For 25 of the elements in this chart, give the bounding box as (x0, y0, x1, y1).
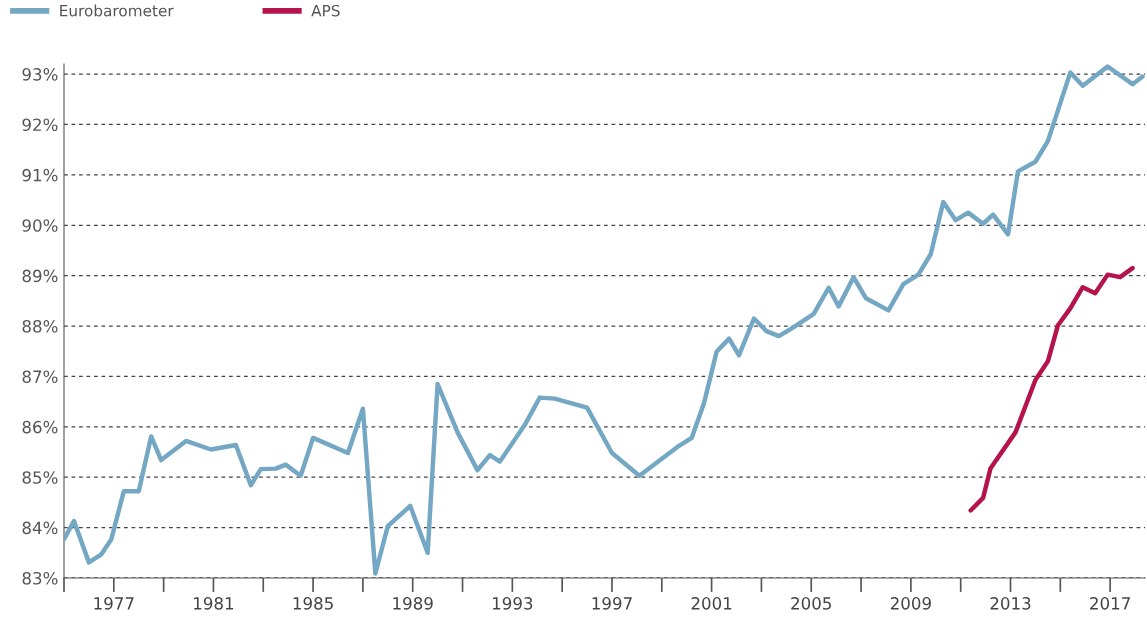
x-tick-label: 2009 (890, 597, 931, 610)
legend-label: Eurobarometer (60, 4, 174, 17)
y-tick-label: 86% (22, 420, 58, 434)
x-tick-label: 2001 (691, 597, 732, 610)
y-tick-label: 84% (22, 521, 58, 535)
y-tick-label: 91% (22, 168, 58, 182)
y-tick-label: 88% (22, 320, 58, 333)
y-tick-label: 85% (22, 471, 58, 484)
x-tick-label: 2013 (990, 597, 1031, 610)
y-tick-label: 87% (22, 370, 58, 383)
x-tick-label: 1985 (293, 597, 333, 610)
x-tick-label: 1981 (194, 597, 234, 610)
y-tick-label: 89% (22, 269, 58, 283)
y-tick-label: 92% (22, 118, 58, 132)
x-tick-label: 1997 (592, 597, 632, 610)
line-series (968, 265, 1135, 513)
y-tick-label: 93% (22, 68, 58, 81)
x-tick-label: 1993 (492, 597, 533, 610)
x-tick-label: 1989 (393, 597, 433, 610)
y-tick-label: 83% (22, 571, 58, 585)
x-tick-label: 2017 (1090, 597, 1130, 610)
x-tick-label: 2005 (791, 597, 831, 610)
y-tick-label: 90% (22, 219, 58, 232)
x-tick-label: 1977 (94, 597, 134, 610)
legend-label: APS (311, 4, 340, 17)
